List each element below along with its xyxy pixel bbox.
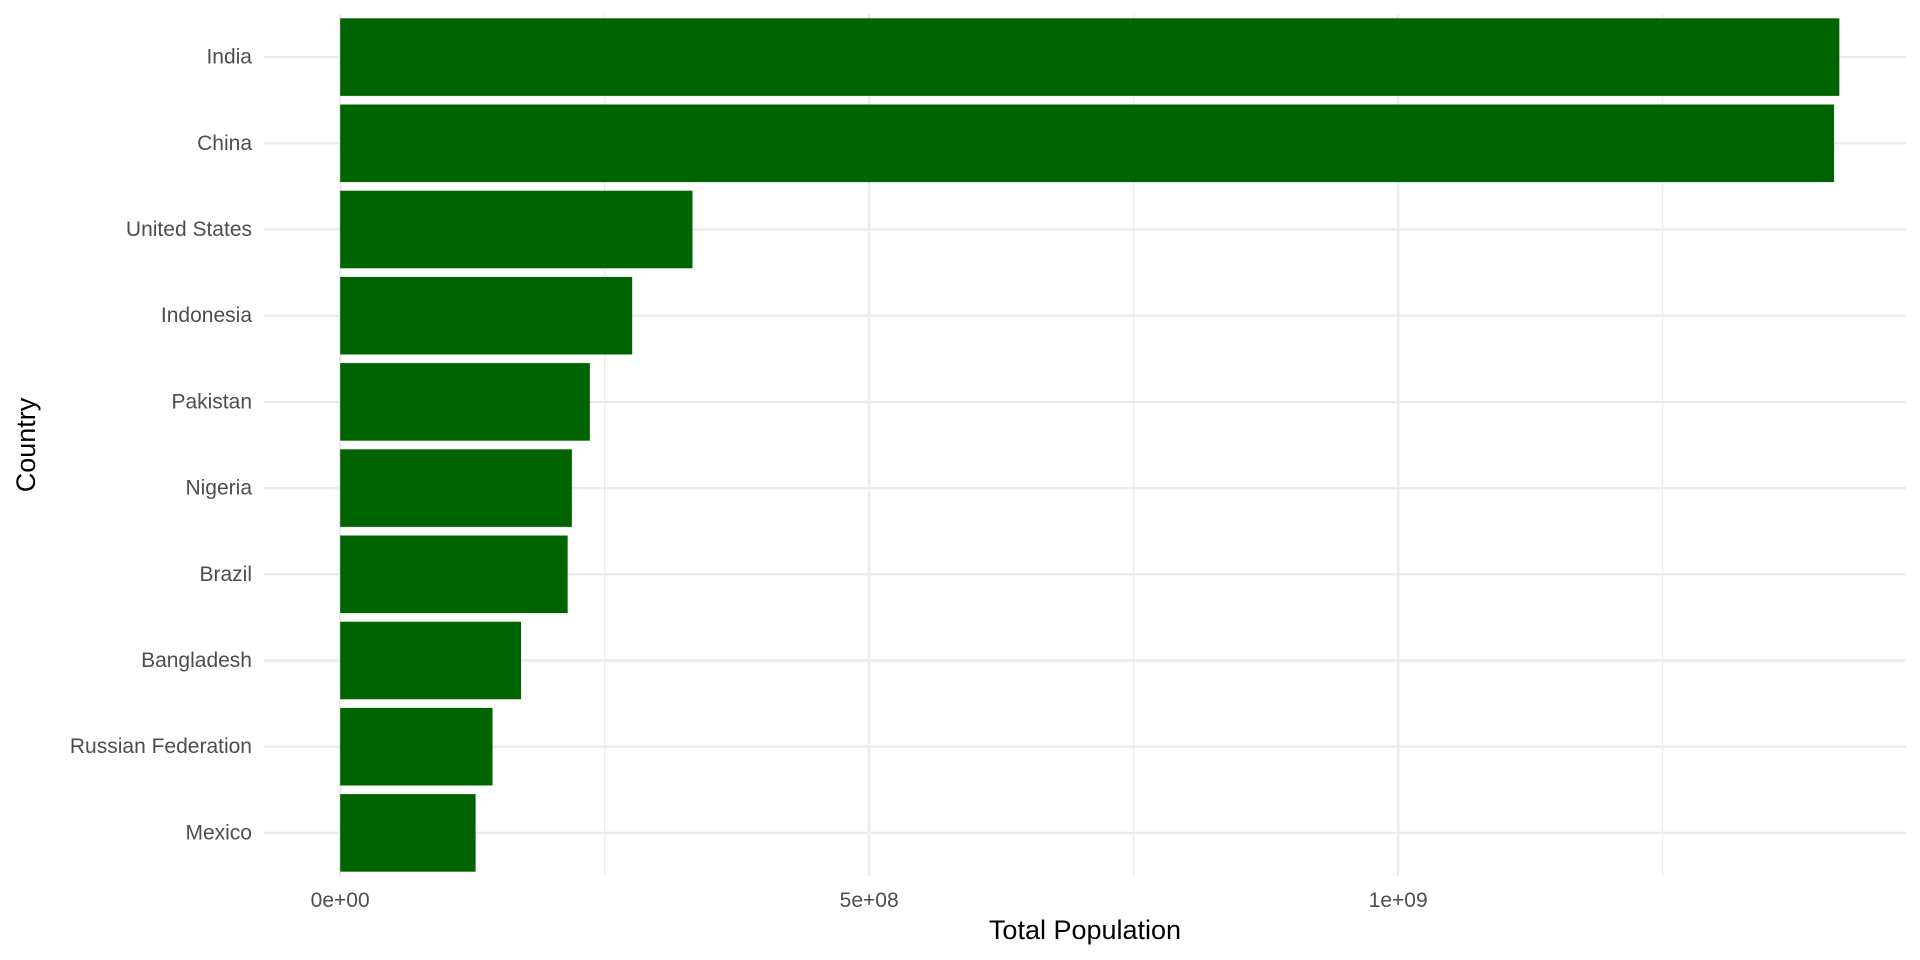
- y-tick-label: China: [197, 132, 252, 155]
- y-tick-labels: India China United States Indonesia Pakistan…: [70, 46, 252, 845]
- y-tick-label: India: [206, 46, 252, 69]
- bar: [340, 276, 633, 355]
- y-tick-label: Bangladesh: [141, 649, 252, 672]
- bars: [340, 18, 1840, 872]
- bar: [340, 363, 590, 441]
- x-tick-labels: 0e+00 5e+08 1e+09: [311, 889, 1428, 912]
- x-tick-label: 1e+09: [1369, 889, 1428, 912]
- y-tick-label: Russian Federation: [70, 735, 252, 758]
- y-tick-label: Mexico: [185, 821, 252, 844]
- y-tick-label: United States: [126, 218, 252, 241]
- bar: [340, 104, 1835, 183]
- x-axis-title: Total Population: [989, 915, 1181, 945]
- bar: [340, 794, 476, 872]
- bar: [340, 707, 493, 786]
- bar: [340, 621, 522, 700]
- y-tick-label: Brazil: [199, 563, 252, 586]
- y-axis-title: Country: [11, 397, 41, 492]
- y-tick-label: Nigeria: [185, 477, 252, 500]
- y-tick-label: Pakistan: [171, 390, 252, 413]
- y-tick-label: Indonesia: [161, 304, 252, 327]
- x-tick-label: 5e+08: [840, 889, 899, 912]
- bar: [340, 190, 693, 269]
- bar: [340, 18, 1840, 96]
- bar: [340, 535, 568, 614]
- x-tick-label: 0e+00: [311, 889, 370, 912]
- bar: [340, 449, 572, 527]
